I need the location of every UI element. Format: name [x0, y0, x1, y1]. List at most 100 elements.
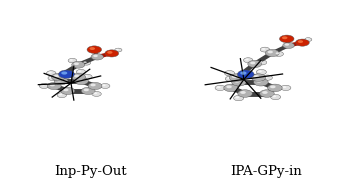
Circle shape: [257, 60, 267, 65]
Circle shape: [217, 86, 221, 88]
Circle shape: [225, 70, 235, 76]
Circle shape: [84, 88, 89, 91]
Circle shape: [90, 84, 96, 86]
Circle shape: [235, 78, 238, 79]
Circle shape: [63, 88, 68, 91]
Circle shape: [94, 92, 97, 94]
Circle shape: [250, 62, 256, 64]
Circle shape: [48, 72, 52, 74]
Circle shape: [54, 77, 63, 81]
Circle shape: [59, 94, 62, 95]
Circle shape: [265, 49, 279, 57]
Circle shape: [72, 61, 85, 68]
Circle shape: [281, 85, 291, 91]
Circle shape: [54, 75, 59, 77]
Circle shape: [233, 77, 242, 81]
Circle shape: [280, 35, 294, 43]
Circle shape: [61, 87, 75, 94]
Circle shape: [258, 70, 262, 72]
Circle shape: [256, 80, 262, 83]
Circle shape: [232, 75, 237, 78]
Circle shape: [227, 77, 231, 79]
Circle shape: [262, 91, 268, 94]
Circle shape: [305, 38, 312, 41]
Circle shape: [283, 42, 294, 48]
Circle shape: [83, 74, 92, 79]
Circle shape: [72, 74, 86, 81]
Circle shape: [215, 85, 225, 91]
Circle shape: [50, 76, 53, 78]
Circle shape: [235, 96, 239, 98]
Circle shape: [272, 95, 276, 97]
Circle shape: [61, 71, 67, 75]
Circle shape: [276, 52, 279, 54]
Circle shape: [232, 78, 246, 86]
Circle shape: [260, 47, 270, 52]
Circle shape: [88, 82, 102, 90]
Circle shape: [81, 87, 95, 94]
Circle shape: [240, 91, 246, 94]
Text: IPA-GPy-in: IPA-GPy-in: [230, 165, 302, 178]
Circle shape: [102, 84, 106, 86]
Circle shape: [54, 77, 68, 85]
Circle shape: [256, 70, 266, 75]
Circle shape: [224, 84, 238, 92]
Circle shape: [56, 77, 59, 79]
Circle shape: [105, 50, 119, 57]
Circle shape: [229, 74, 244, 81]
Circle shape: [41, 84, 44, 86]
Circle shape: [245, 59, 249, 60]
Circle shape: [47, 82, 61, 90]
Circle shape: [234, 95, 244, 101]
Circle shape: [251, 74, 266, 81]
Circle shape: [270, 85, 276, 88]
Circle shape: [268, 84, 282, 92]
Circle shape: [264, 76, 268, 78]
Text: Inp-Py-Out: Inp-Py-Out: [55, 165, 127, 178]
Circle shape: [116, 49, 119, 50]
Circle shape: [282, 36, 288, 39]
Circle shape: [237, 70, 254, 79]
Circle shape: [77, 79, 82, 81]
Circle shape: [240, 71, 246, 75]
Circle shape: [238, 90, 252, 97]
Circle shape: [107, 51, 112, 54]
Circle shape: [74, 63, 79, 65]
Circle shape: [226, 71, 230, 74]
Circle shape: [260, 90, 274, 97]
Circle shape: [268, 51, 273, 53]
Circle shape: [270, 94, 281, 100]
Circle shape: [91, 54, 103, 60]
Circle shape: [259, 61, 262, 63]
Circle shape: [93, 55, 98, 57]
Circle shape: [68, 58, 77, 63]
Circle shape: [57, 93, 67, 98]
Circle shape: [262, 75, 272, 80]
Circle shape: [78, 70, 82, 72]
Circle shape: [82, 61, 91, 65]
Circle shape: [74, 75, 79, 77]
Circle shape: [285, 43, 289, 46]
Circle shape: [254, 78, 268, 86]
Circle shape: [226, 85, 232, 88]
Circle shape: [39, 84, 49, 88]
Circle shape: [306, 38, 309, 40]
Circle shape: [56, 79, 62, 81]
Circle shape: [59, 70, 75, 78]
Circle shape: [298, 40, 303, 43]
Circle shape: [75, 77, 88, 85]
Circle shape: [87, 46, 102, 53]
Circle shape: [76, 69, 86, 74]
Circle shape: [254, 75, 259, 78]
Circle shape: [47, 71, 56, 76]
Circle shape: [84, 75, 88, 77]
Circle shape: [90, 47, 95, 50]
Circle shape: [115, 48, 122, 52]
Circle shape: [70, 59, 73, 61]
Circle shape: [262, 48, 265, 50]
Circle shape: [50, 84, 55, 86]
Circle shape: [225, 76, 236, 81]
Circle shape: [274, 51, 284, 56]
Circle shape: [92, 91, 101, 96]
Circle shape: [83, 61, 87, 63]
